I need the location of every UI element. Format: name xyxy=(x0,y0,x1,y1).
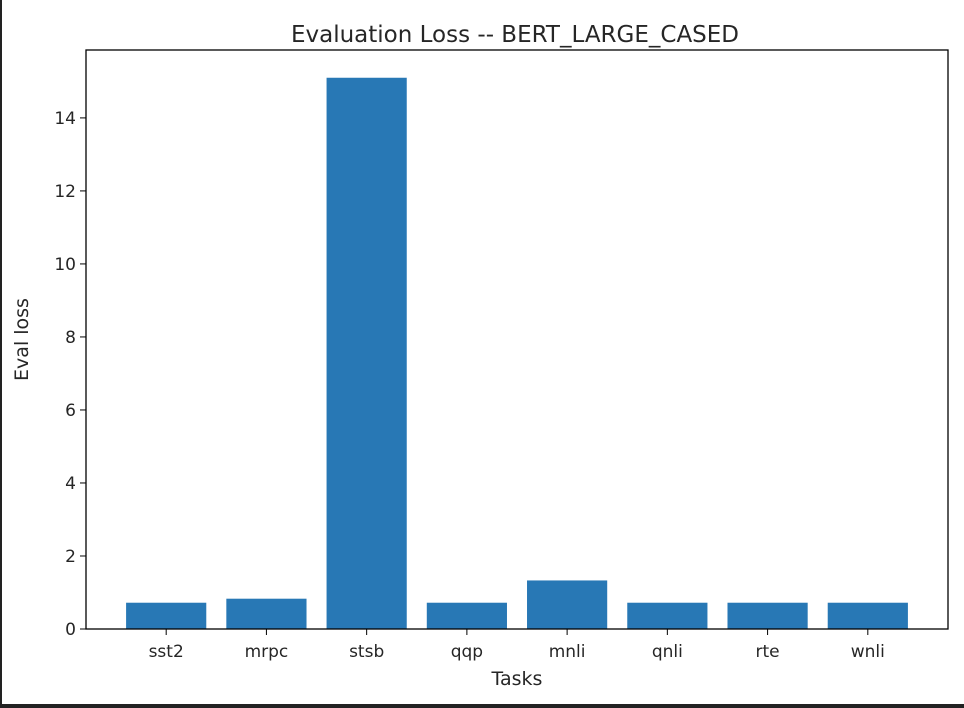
x-axis-ticks: sst2 mrpc stsb qqp mnli qnli rte wnli xyxy=(149,629,885,662)
y-tick-label: 6 xyxy=(65,401,76,421)
bar-mnli xyxy=(527,580,608,629)
y-tick-label: 12 xyxy=(54,182,76,202)
y-axis-ticks: 0 2 4 6 8 10 12 14 xyxy=(54,109,86,640)
y-tick-label: 8 xyxy=(65,328,76,348)
y-tick-label: 4 xyxy=(65,474,76,494)
x-tick-label-qnli: qnli xyxy=(652,642,683,662)
y-tick-label: 10 xyxy=(54,255,76,275)
bar-wnli xyxy=(827,602,908,629)
x-tick-label-rte: rte xyxy=(756,642,780,662)
bar-rte xyxy=(727,602,808,629)
x-axis-label: Tasks xyxy=(491,668,543,690)
chart-title: Evaluation Loss -- BERT_LARGE_CASED xyxy=(291,22,739,48)
y-tick-label: 14 xyxy=(54,109,76,129)
y-axis-label: Eval loss xyxy=(11,298,33,381)
x-tick-label-stsb: stsb xyxy=(349,642,384,662)
x-tick-label-mnli: mnli xyxy=(549,642,586,662)
bar-stsb xyxy=(326,77,407,629)
bar-qnli xyxy=(627,602,708,629)
x-tick-label-mrpc: mrpc xyxy=(245,642,289,662)
bar-mrpc xyxy=(226,598,307,629)
y-tick-label: 2 xyxy=(65,547,76,567)
bar-sst2 xyxy=(126,602,207,629)
bar-qqp xyxy=(426,602,507,629)
x-tick-label-wnli: wnli xyxy=(851,642,885,662)
plot-area-frame xyxy=(85,49,949,630)
x-tick-label-qqp: qqp xyxy=(451,642,483,662)
x-tick-label-sst2: sst2 xyxy=(149,642,184,662)
y-tick-label: 0 xyxy=(65,620,76,640)
bars-layer xyxy=(126,77,908,629)
